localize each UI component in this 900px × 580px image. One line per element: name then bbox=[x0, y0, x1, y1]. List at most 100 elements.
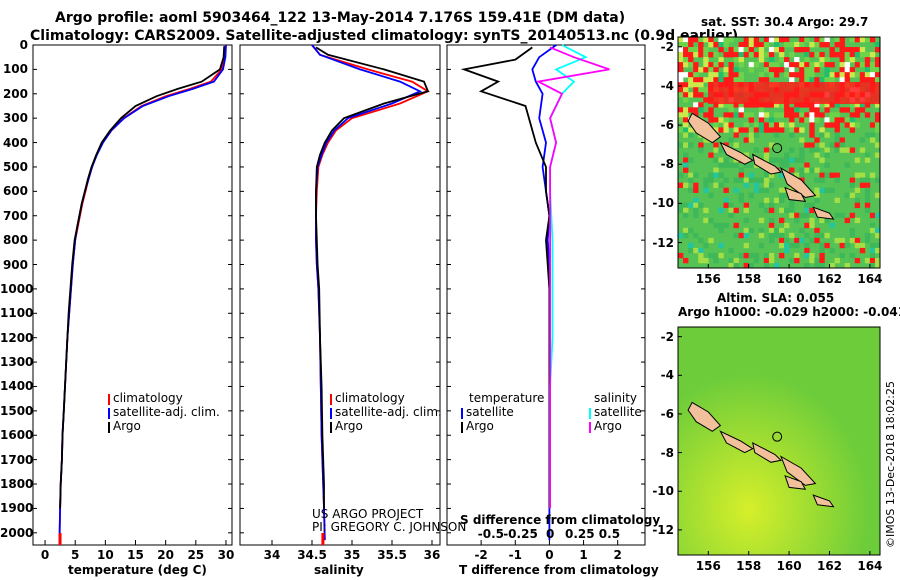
sst-cell bbox=[864, 182, 871, 188]
sst-cell bbox=[743, 127, 749, 133]
sst-cell bbox=[693, 52, 699, 58]
sst-cell bbox=[683, 202, 689, 209]
sst-cell bbox=[784, 107, 790, 113]
sst-cell bbox=[733, 52, 739, 58]
sst-cell bbox=[723, 37, 729, 43]
legend-swatch-7 bbox=[461, 422, 463, 433]
sst-cell bbox=[864, 207, 871, 214]
sst-cell bbox=[834, 132, 840, 138]
sst-cell bbox=[698, 37, 704, 43]
sst-cell bbox=[859, 182, 866, 188]
sst-cell bbox=[789, 77, 795, 83]
sst-cell bbox=[683, 87, 689, 93]
legend-swatch-4 bbox=[330, 408, 332, 419]
sst-cell bbox=[844, 47, 850, 53]
sla-island-0 bbox=[687, 401, 722, 432]
sst-cell bbox=[779, 242, 785, 249]
sst-cell bbox=[779, 217, 785, 224]
sst-cell bbox=[829, 102, 835, 108]
sst-cell bbox=[874, 77, 881, 83]
sst-cell bbox=[718, 222, 724, 229]
sst-cell bbox=[738, 197, 744, 204]
sst-cell bbox=[693, 37, 699, 43]
sst-island-2 bbox=[751, 153, 783, 175]
sst-cell bbox=[844, 117, 850, 123]
sst-cell bbox=[753, 177, 760, 183]
sst-cell bbox=[784, 222, 790, 229]
sst-cell bbox=[718, 182, 724, 188]
sst-cell bbox=[713, 147, 719, 153]
sst-cell bbox=[824, 172, 830, 178]
sst-cell bbox=[864, 132, 871, 138]
stick-label-0.5: 0.5 bbox=[598, 527, 621, 541]
sst-cell bbox=[834, 142, 840, 148]
sst-cell bbox=[698, 102, 704, 108]
depth-tick-200: 200 bbox=[2, 86, 28, 101]
sst-cell bbox=[849, 192, 856, 198]
sst-cell bbox=[703, 47, 709, 53]
sst-cell bbox=[809, 127, 815, 133]
sst-ytick--12: -12 bbox=[652, 235, 674, 250]
sst-cell bbox=[683, 132, 689, 138]
sst-cell bbox=[789, 157, 795, 163]
sst-cell bbox=[763, 62, 770, 68]
sst-cell bbox=[773, 232, 780, 239]
sst-cell bbox=[869, 122, 876, 128]
sst-cell bbox=[718, 47, 724, 53]
sst-cell bbox=[779, 57, 785, 63]
sst-cell bbox=[864, 102, 871, 108]
sst-cell bbox=[728, 72, 734, 78]
sst-cell bbox=[743, 37, 749, 43]
sst-cell bbox=[768, 217, 775, 224]
sst-cell bbox=[743, 112, 749, 118]
sst-cell bbox=[864, 257, 871, 264]
sst-cell bbox=[824, 77, 830, 83]
sst-cell bbox=[733, 67, 739, 73]
sst-cell bbox=[849, 212, 856, 219]
sst-cell bbox=[708, 37, 714, 43]
sst-cell bbox=[869, 172, 876, 178]
sst-cell bbox=[814, 187, 820, 193]
sst-cell bbox=[874, 192, 881, 198]
sst-cell bbox=[693, 247, 699, 254]
sst-cell bbox=[753, 102, 760, 108]
sst-cell bbox=[718, 72, 724, 78]
sst-cell bbox=[683, 232, 689, 239]
sst-cell bbox=[718, 102, 724, 108]
sst-cell bbox=[819, 57, 825, 63]
sst-cell bbox=[824, 187, 830, 193]
sst-cell bbox=[698, 82, 704, 88]
sst-cell bbox=[804, 102, 810, 108]
sst-cell bbox=[794, 42, 800, 48]
sst-cell bbox=[864, 187, 871, 193]
sst-cell bbox=[824, 72, 830, 78]
legend2-climatology: climatology bbox=[335, 391, 405, 405]
sst-cell bbox=[723, 117, 729, 123]
sst-cell bbox=[678, 142, 684, 148]
sst-cell bbox=[713, 102, 719, 108]
sst-cell bbox=[804, 242, 810, 249]
sst-cell bbox=[683, 127, 689, 133]
sst-cell bbox=[809, 202, 815, 209]
sla-map-frame bbox=[677, 326, 881, 556]
sst-cell bbox=[864, 152, 871, 158]
sst-cell bbox=[804, 162, 810, 168]
sst-island-4 bbox=[784, 186, 807, 203]
sst-cell bbox=[753, 257, 760, 264]
sst-cell bbox=[784, 72, 790, 78]
sst-cell bbox=[733, 47, 739, 53]
sst-cell bbox=[728, 47, 734, 53]
sst-cell bbox=[708, 172, 714, 178]
sst-cell bbox=[799, 157, 805, 163]
sst-cell bbox=[779, 232, 785, 239]
sst-cell bbox=[779, 227, 785, 234]
sst-cell bbox=[779, 102, 785, 108]
depth-tick-300: 300 bbox=[2, 111, 28, 126]
sst-cell bbox=[854, 157, 861, 163]
sst-cell bbox=[738, 172, 744, 178]
sst-cell bbox=[824, 232, 830, 239]
sst-cell bbox=[728, 122, 734, 128]
sst-cell bbox=[819, 112, 825, 118]
depth-tick-1800: 1800 bbox=[0, 477, 34, 492]
sst-cell bbox=[703, 182, 709, 188]
